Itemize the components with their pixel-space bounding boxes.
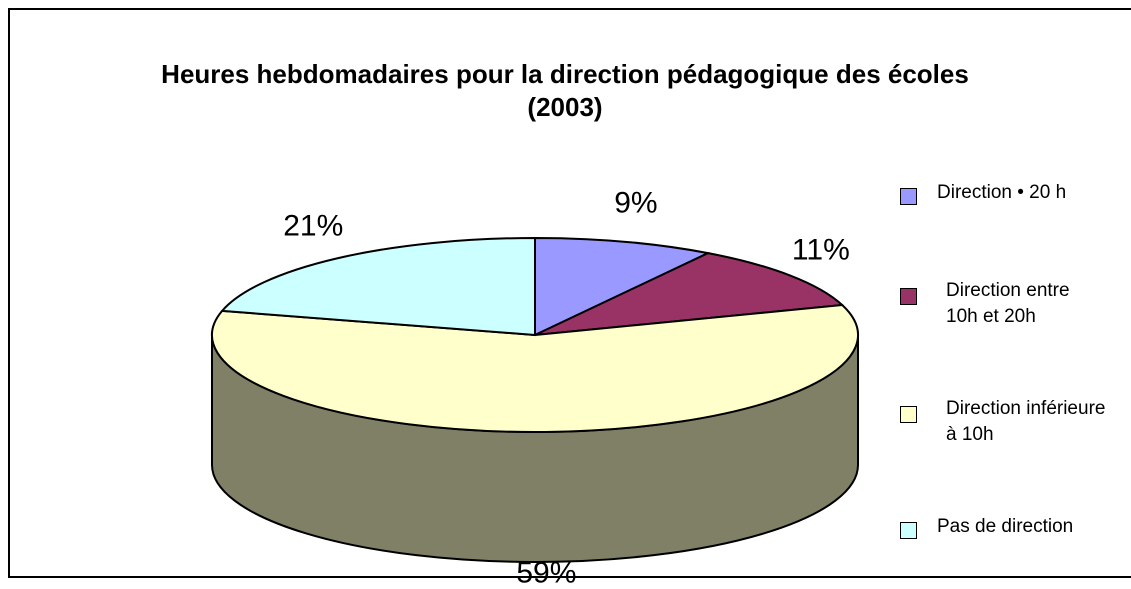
legend-label: Direction • 20 h <box>937 182 1067 203</box>
legend-swatch <box>900 406 917 423</box>
data-label: 11% <box>792 234 850 267</box>
legend-label: Direction entre 10h et 20h <box>946 280 1070 327</box>
chart-title: Heures hebdomadaires pour la direction p… <box>161 59 969 122</box>
pie-slice <box>220 236 536 337</box>
pie-slice <box>534 252 845 336</box>
chart-frame <box>8 8 1131 578</box>
legend-swatch <box>900 188 917 205</box>
legend-swatch <box>900 288 917 305</box>
pie-slice <box>534 236 712 337</box>
data-label: 59% <box>516 557 576 589</box>
pie-slice <box>211 303 859 433</box>
legend-label: Pas de direction <box>937 516 1074 537</box>
legend-swatch <box>900 522 917 539</box>
data-label: 21% <box>283 210 343 243</box>
legend-label: Direction inférieure à 10h <box>946 398 1106 445</box>
data-label: 9% <box>614 187 657 220</box>
